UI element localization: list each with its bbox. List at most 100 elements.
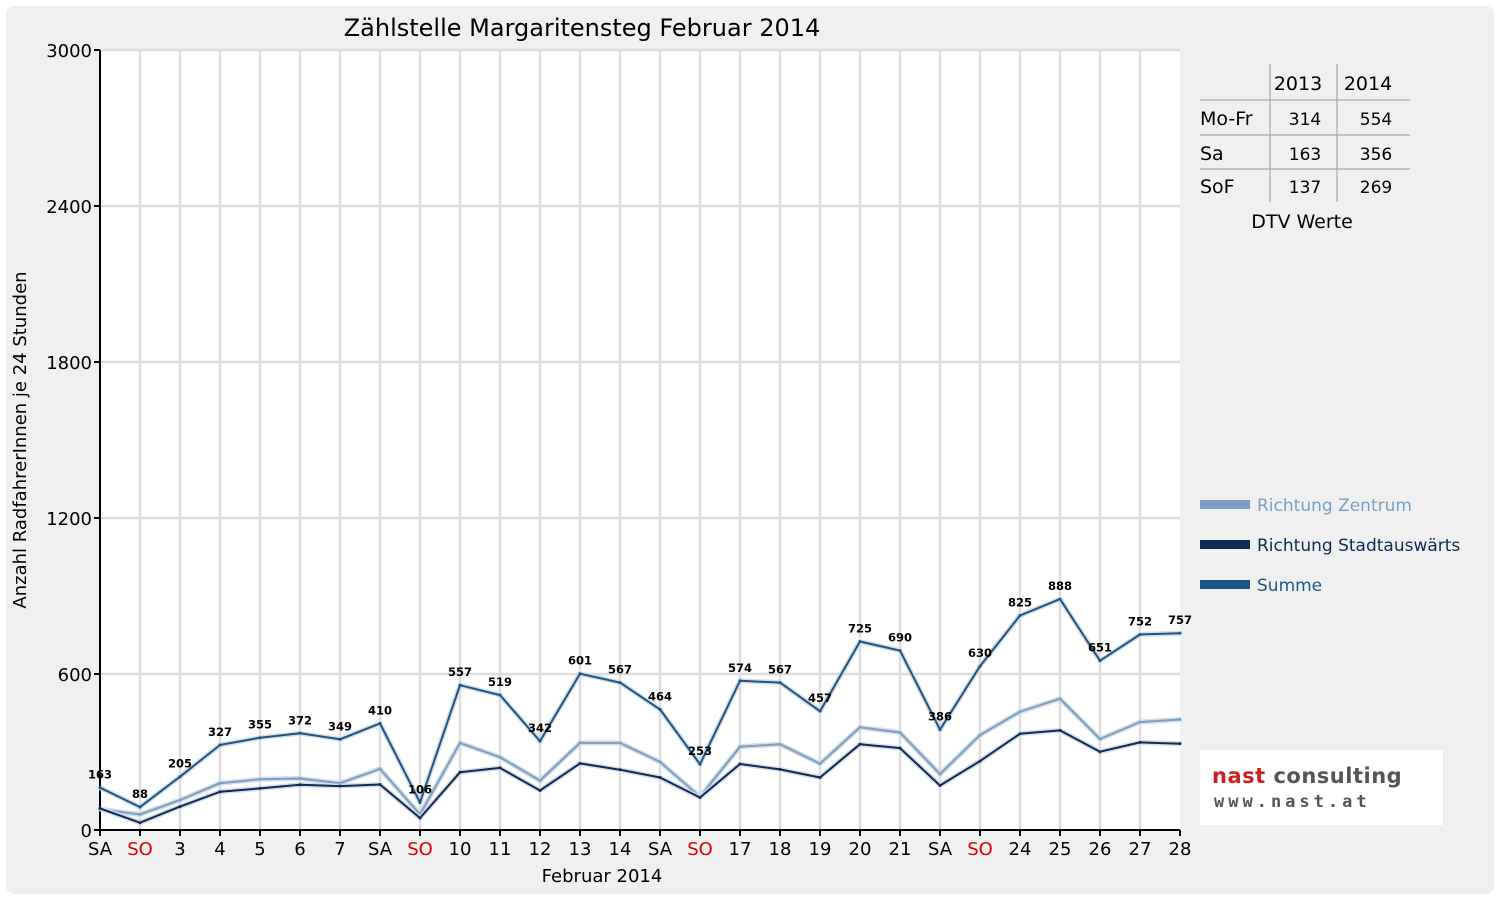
series-point: [778, 742, 782, 746]
series-point: [1058, 697, 1062, 701]
series-point: [218, 781, 222, 785]
series-point: [298, 783, 302, 787]
series-point: [98, 806, 102, 810]
y-tick-label: 1800: [46, 353, 92, 374]
series-point: [858, 725, 862, 729]
axes: [94, 49, 1181, 836]
data-label: 567: [608, 663, 632, 677]
dtv-row-label: SoF: [1200, 176, 1235, 198]
series-point: [538, 779, 542, 783]
x-tick-label: 11: [489, 839, 512, 860]
x-axis-title: Februar 2014: [542, 866, 663, 887]
x-tick-label: 4: [214, 839, 225, 860]
series-point: [1178, 718, 1182, 721]
data-label: 519: [488, 675, 512, 689]
series-point: [1178, 631, 1182, 635]
series-point: [978, 664, 982, 668]
data-label: 601: [568, 654, 592, 668]
series-point: [1178, 742, 1182, 746]
series-point: [338, 784, 342, 788]
series-point: [738, 679, 742, 683]
series-point: [1098, 737, 1102, 741]
data-label: 106: [408, 782, 432, 796]
series-point: [658, 775, 662, 779]
x-tick-label: 14: [609, 839, 632, 860]
x-tick-label: 28: [1169, 839, 1192, 860]
series-point: [458, 741, 462, 745]
x-tick-label: 21: [889, 839, 912, 860]
y-tick-label: 0: [81, 821, 92, 842]
series-point: [378, 783, 382, 786]
x-tick-label: 24: [1009, 839, 1032, 860]
data-label: 752: [1128, 614, 1152, 628]
legend-swatch: [1200, 500, 1250, 509]
x-tick-label: 17: [729, 839, 752, 860]
x-tick-label: SO: [967, 839, 993, 860]
series-point: [978, 759, 982, 763]
data-label: 651: [1088, 641, 1112, 655]
data-label: 372: [288, 713, 312, 727]
x-tick-label: 20: [849, 839, 872, 860]
data-label: 557: [448, 665, 472, 679]
data-label: 825: [1008, 596, 1032, 610]
y-tick-label: 2400: [46, 197, 92, 218]
series-point: [1058, 597, 1062, 601]
data-label: 757: [1168, 613, 1192, 627]
series-point: [1098, 750, 1102, 754]
legend-entry: Summe: [1257, 576, 1322, 596]
series-point: [738, 745, 742, 749]
series-point: [138, 812, 142, 816]
x-tick-label: SO: [687, 839, 713, 860]
series-point: [178, 798, 182, 802]
series-line-0: [99, 697, 1181, 816]
data-label: 349: [328, 719, 352, 733]
series-point: [498, 766, 502, 770]
series-point: [538, 739, 542, 743]
x-tick-label: SA: [928, 839, 953, 860]
series-point: [458, 770, 462, 774]
dtv-caption: DTV Werte: [1251, 211, 1353, 233]
series-line-2: [99, 598, 1181, 809]
series-point: [498, 755, 502, 759]
series-point: [938, 772, 942, 776]
series-point: [698, 762, 702, 766]
y-tick-label: 3000: [46, 41, 92, 62]
logo-brand: nast consulting: [1212, 764, 1403, 788]
dtv-cell: 356: [1360, 145, 1392, 165]
data-label: 690: [888, 631, 912, 645]
series-point: [898, 731, 902, 734]
data-label: 574: [728, 661, 752, 675]
series-point: [778, 681, 782, 685]
dtv-cell: 163: [1289, 145, 1321, 165]
series-lines: [98, 596, 1182, 826]
series-point: [898, 746, 902, 750]
x-tick-label: SA: [648, 839, 673, 860]
series-point: [658, 707, 662, 711]
series-point: [258, 736, 262, 740]
series-point: [418, 816, 422, 820]
y-axis-title: Anzahl RadfahrerInnen je 24 Stunden: [10, 271, 31, 608]
x-tick-label: SA: [88, 839, 113, 860]
series-point: [698, 796, 702, 799]
series-point: [938, 728, 942, 732]
data-label: 327: [208, 725, 232, 739]
x-tick-label: 7: [334, 839, 345, 860]
series-point: [498, 693, 502, 697]
series-point: [618, 768, 622, 772]
dtv-row-label: Mo-Fr: [1200, 108, 1253, 130]
data-label: 163: [88, 768, 112, 782]
x-tick-labels: SA SO 3 4 5 6 7 SA SO 10 11 12 13 14 SA SO 17 18 19 20 21 SA S…: [88, 839, 1191, 860]
series-point: [378, 767, 382, 771]
data-label: 205: [168, 757, 192, 771]
x-tick-label: SO: [407, 839, 433, 860]
y-tick-label: 1200: [46, 509, 92, 530]
series-point: [1058, 728, 1062, 732]
dtv-header-2014: 2014: [1344, 73, 1392, 95]
legend: Richtung Zentrum Richtung Stadtauswärts Su…: [1200, 496, 1460, 596]
x-tick-label: 13: [569, 839, 592, 860]
x-tick-label: 10: [449, 839, 472, 860]
series-point: [418, 800, 422, 804]
series-point: [1098, 659, 1102, 663]
series-point: [538, 788, 542, 792]
series-point: [778, 767, 782, 771]
